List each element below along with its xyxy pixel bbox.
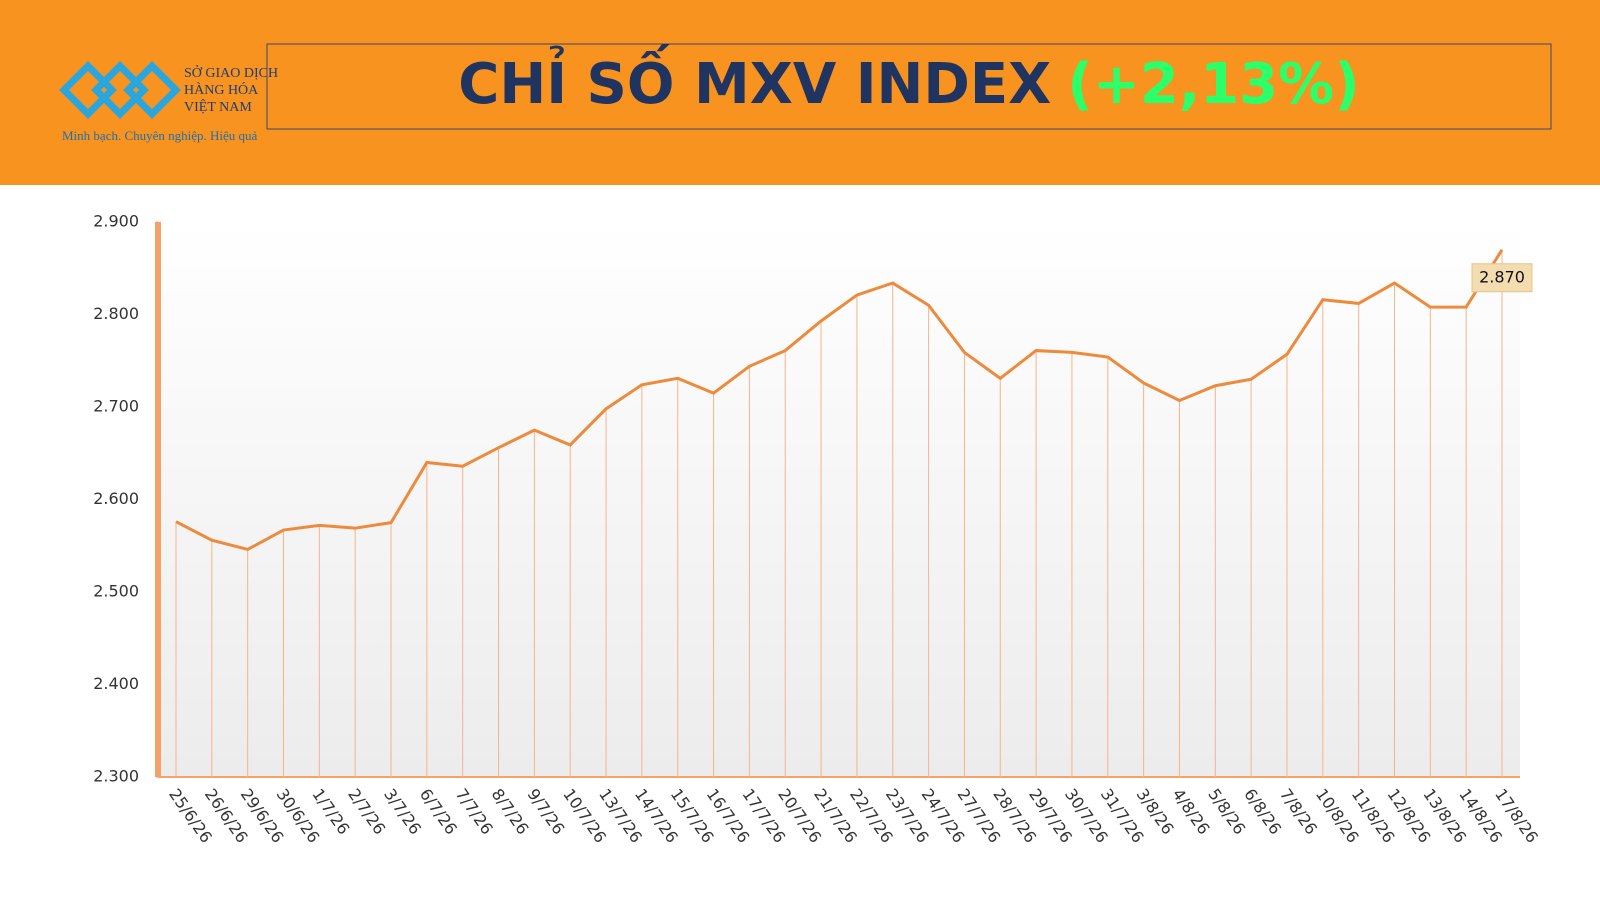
value-label: 2.870 (1479, 267, 1525, 286)
y-tick-label: 2.800 (93, 304, 139, 323)
y-tick-label: 2.900 (93, 212, 139, 231)
y-tick-label: 2.400 (93, 674, 139, 693)
title-change: (+2,13%) (1067, 52, 1359, 117)
y-tick-label: 2.700 (93, 397, 139, 416)
y-tick-label: 2.300 (93, 767, 139, 786)
y-tick-label: 2.600 (93, 489, 139, 508)
logo: SỞ GIAO DỊCH HÀNG HÓA VIỆT NAM Minh bạch… (59, 61, 278, 143)
series-line (175, 248, 1504, 552)
y-tick-label: 2.500 (93, 582, 139, 601)
title-box (266, 43, 1552, 130)
title-main: CHỈ SỐ MXV INDEX (458, 45, 1051, 117)
slogan: Minh bạch. Chuyên nghiệp. Hiệu quả (62, 128, 258, 143)
plot-area (158, 222, 1520, 777)
logo-text: SỞ GIAO DỊCH (184, 64, 278, 81)
logo-text: HÀNG HÓA (184, 81, 259, 98)
chart-title: CHỈ SỐ MXV INDEX (+2,13%) (458, 45, 1359, 117)
logo-text: VIỆT NAM (184, 98, 252, 115)
value-label-box (1471, 263, 1533, 293)
